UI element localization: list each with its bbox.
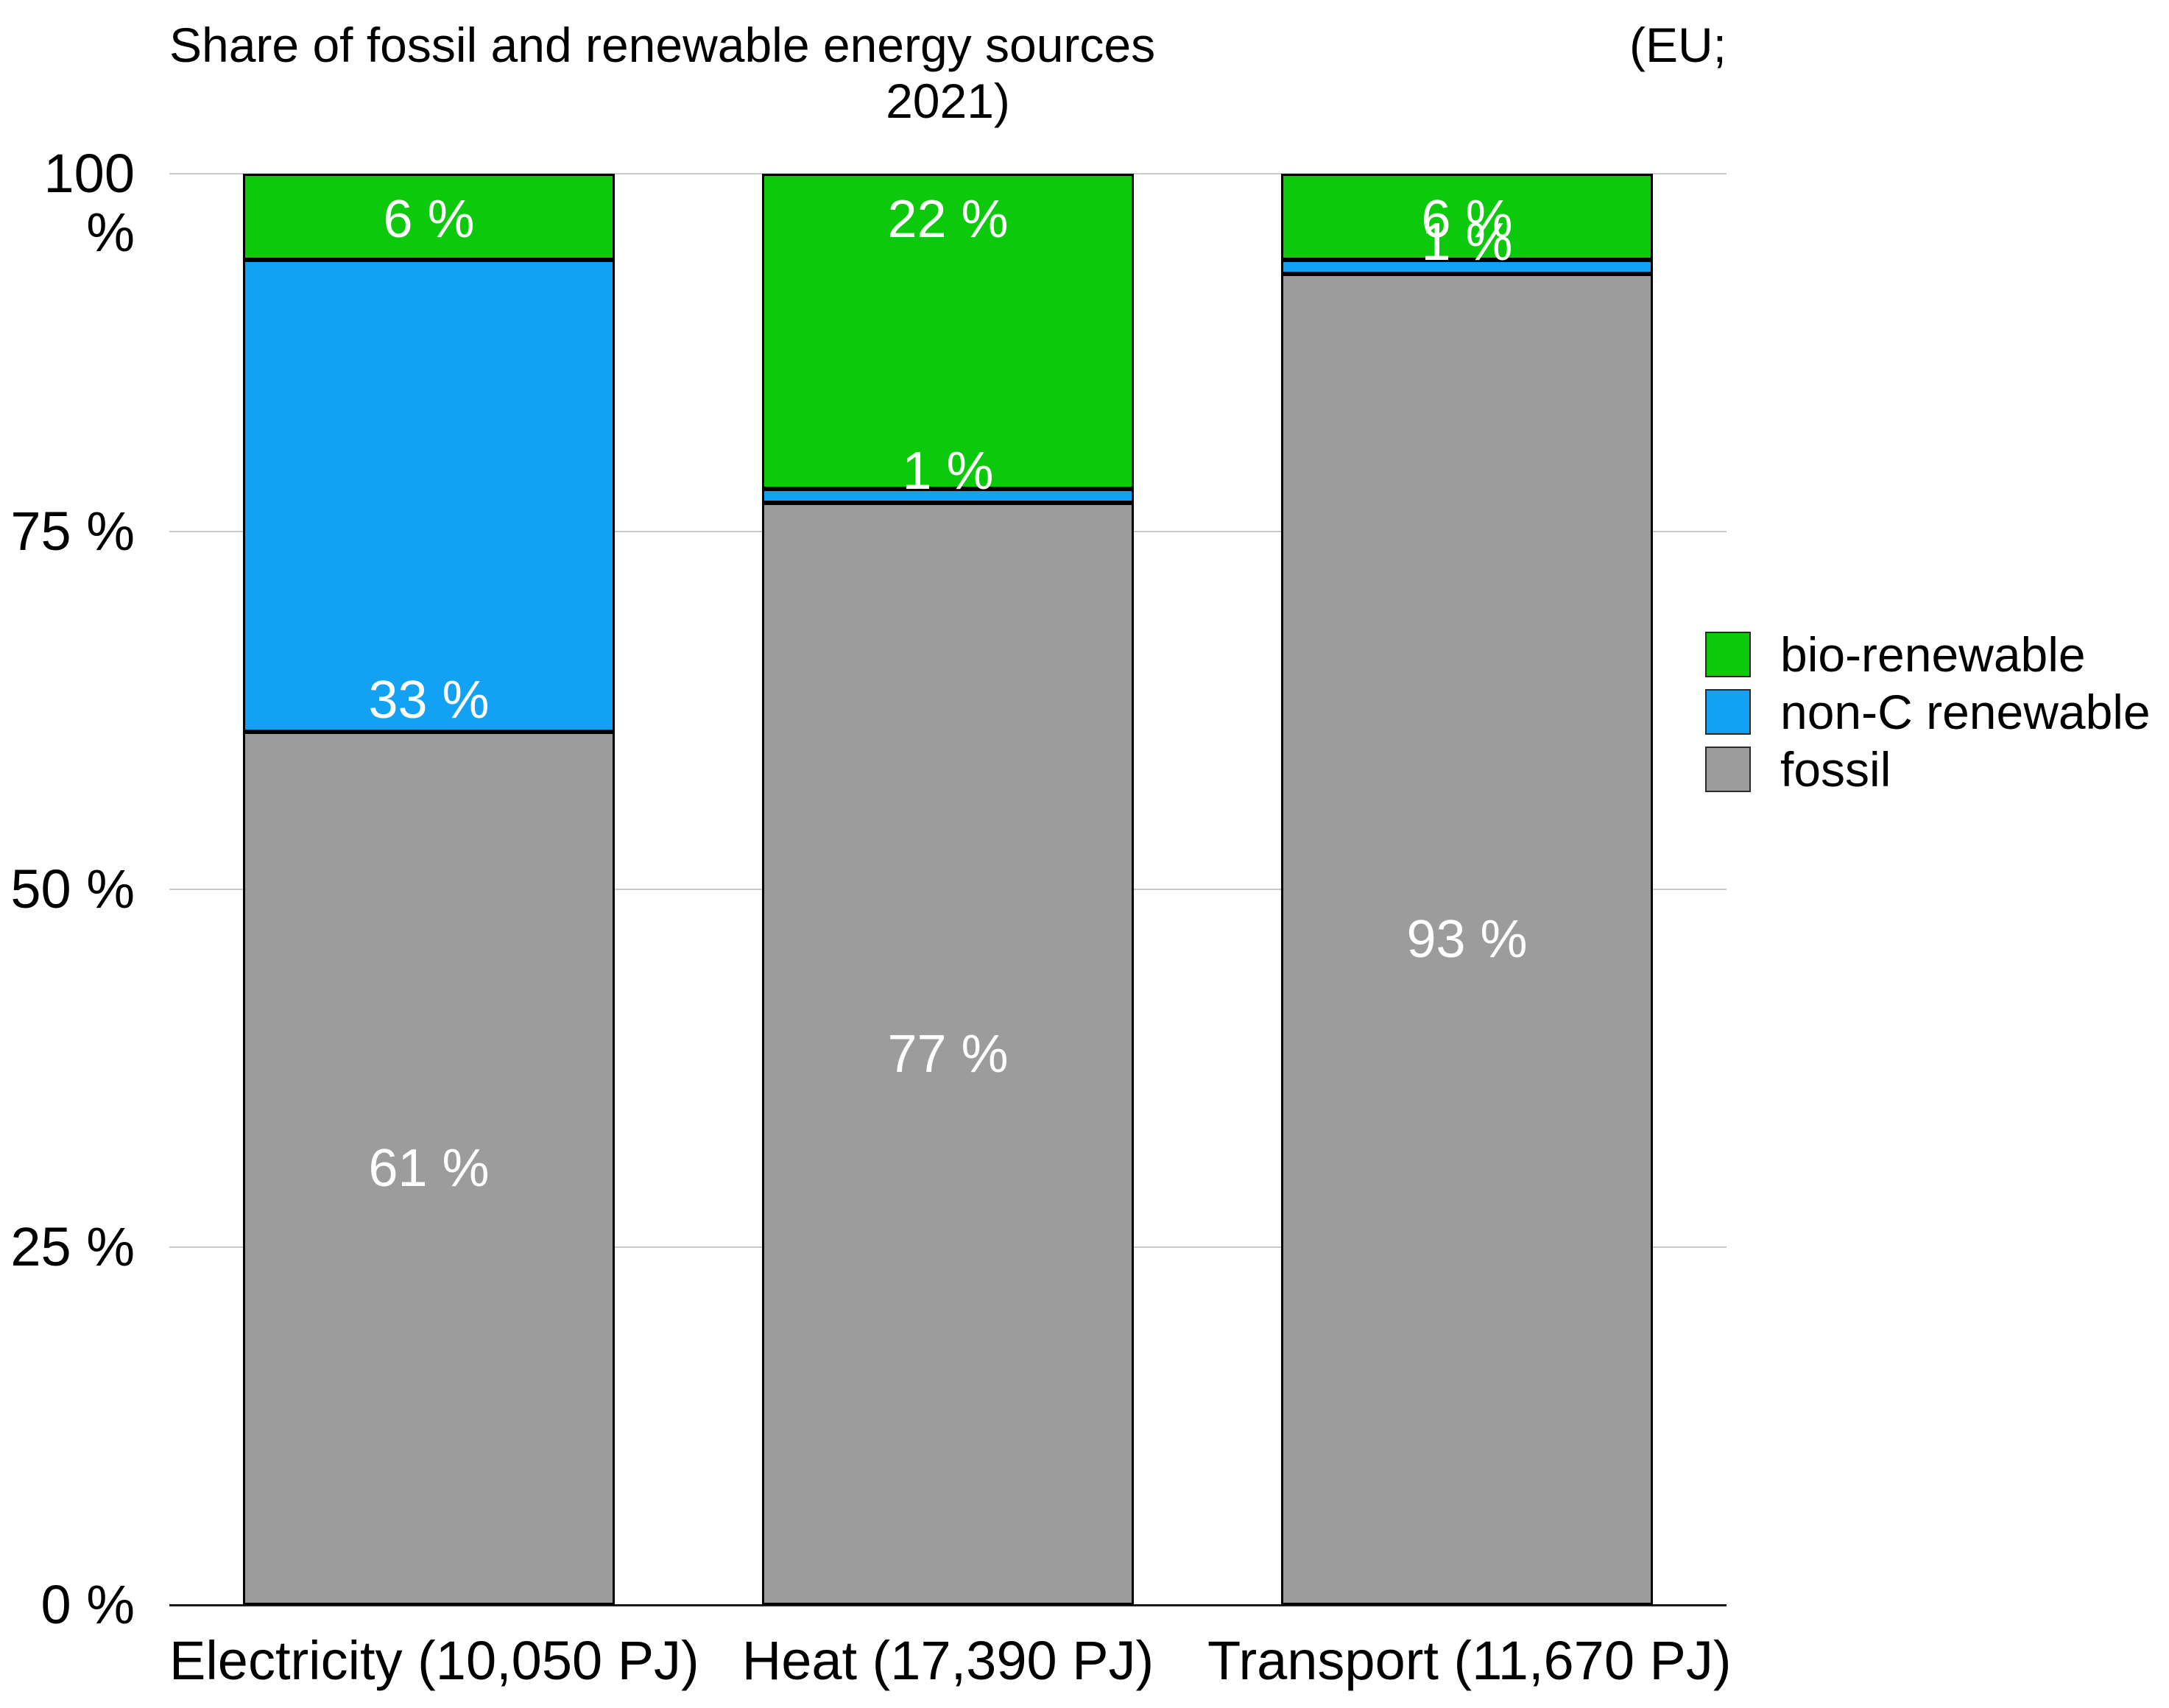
chart-title-year: 2021) — [886, 74, 1010, 128]
bar-electricity: 6 % 33 % 61 % — [243, 174, 615, 1605]
chart-title-main: Share of fossil and renewable energy sou… — [169, 18, 1156, 72]
segment-bio-renewable: 6 % — [1281, 174, 1653, 260]
segment-value-label: 22 % — [887, 190, 1009, 249]
chart-title-line1: Share of fossil and renewable energy sou… — [169, 16, 1727, 74]
gridline-0 — [169, 1604, 1727, 1606]
segment-fossil: 93 % — [1281, 274, 1653, 1605]
segment-non-c-renewable: 1 % — [762, 444, 1134, 504]
segment-value-label: 93 % — [1406, 910, 1528, 970]
legend-row-fossil: fossil — [1705, 742, 2151, 797]
legend-swatch — [1705, 632, 1751, 677]
segment-non-c-renewable: 1 % — [1281, 215, 1653, 275]
legend-label: fossil — [1780, 742, 1891, 797]
chart-title-region: (EU; — [1629, 18, 1727, 72]
segment-value-label: 6 % — [383, 190, 475, 249]
y-axis-tick-label: 100 % — [43, 143, 135, 263]
legend-swatch — [1705, 689, 1751, 735]
legend-swatch — [1705, 747, 1751, 792]
segment-fossil: 61 % — [243, 732, 615, 1605]
bar-transport: 6 % 1 % 93 % — [1281, 174, 1653, 1605]
x-axis-category-label: Transport (11,670 PJ) — [1207, 1630, 1732, 1691]
legend-label: non-C renewable — [1780, 685, 2151, 739]
legend: bio-renewable non-C renewable fossil — [1705, 627, 2151, 804]
segment-value-label: 61 % — [368, 1139, 490, 1199]
legend-row-non-c-renewable: non-C renewable — [1705, 685, 2151, 739]
y-axis-tick-label: 0 % — [40, 1574, 135, 1635]
segment-value-label: 77 % — [887, 1024, 1009, 1084]
segment-bio-renewable: 6 % — [243, 174, 615, 260]
segment-bio-renewable: 22 % — [762, 174, 1134, 489]
segment-value-label: 6 % — [1421, 190, 1513, 249]
segment-value-label: 33 % — [368, 671, 490, 730]
plot-area: 6 % 33 % 61 % 22 % 1 % 77 % 6 % 1 % 93 % — [169, 173, 1727, 1606]
legend-row-bio-renewable: bio-renewable — [1705, 627, 2151, 682]
y-axis-tick-label: 50 % — [10, 858, 135, 920]
legend-label: bio-renewable — [1780, 627, 2086, 682]
x-axis-category-label: Electricity (10,050 PJ) — [169, 1630, 699, 1691]
bar-heat: 22 % 1 % 77 % — [762, 174, 1134, 1605]
y-axis-tick-label: 75 % — [10, 501, 135, 562]
segment-fossil: 77 % — [762, 503, 1134, 1605]
segment-non-c-renewable: 33 % — [243, 259, 615, 733]
y-axis-tick-label: 25 % — [10, 1216, 135, 1277]
x-axis-category-label: Heat (17,390 PJ) — [741, 1630, 1154, 1691]
